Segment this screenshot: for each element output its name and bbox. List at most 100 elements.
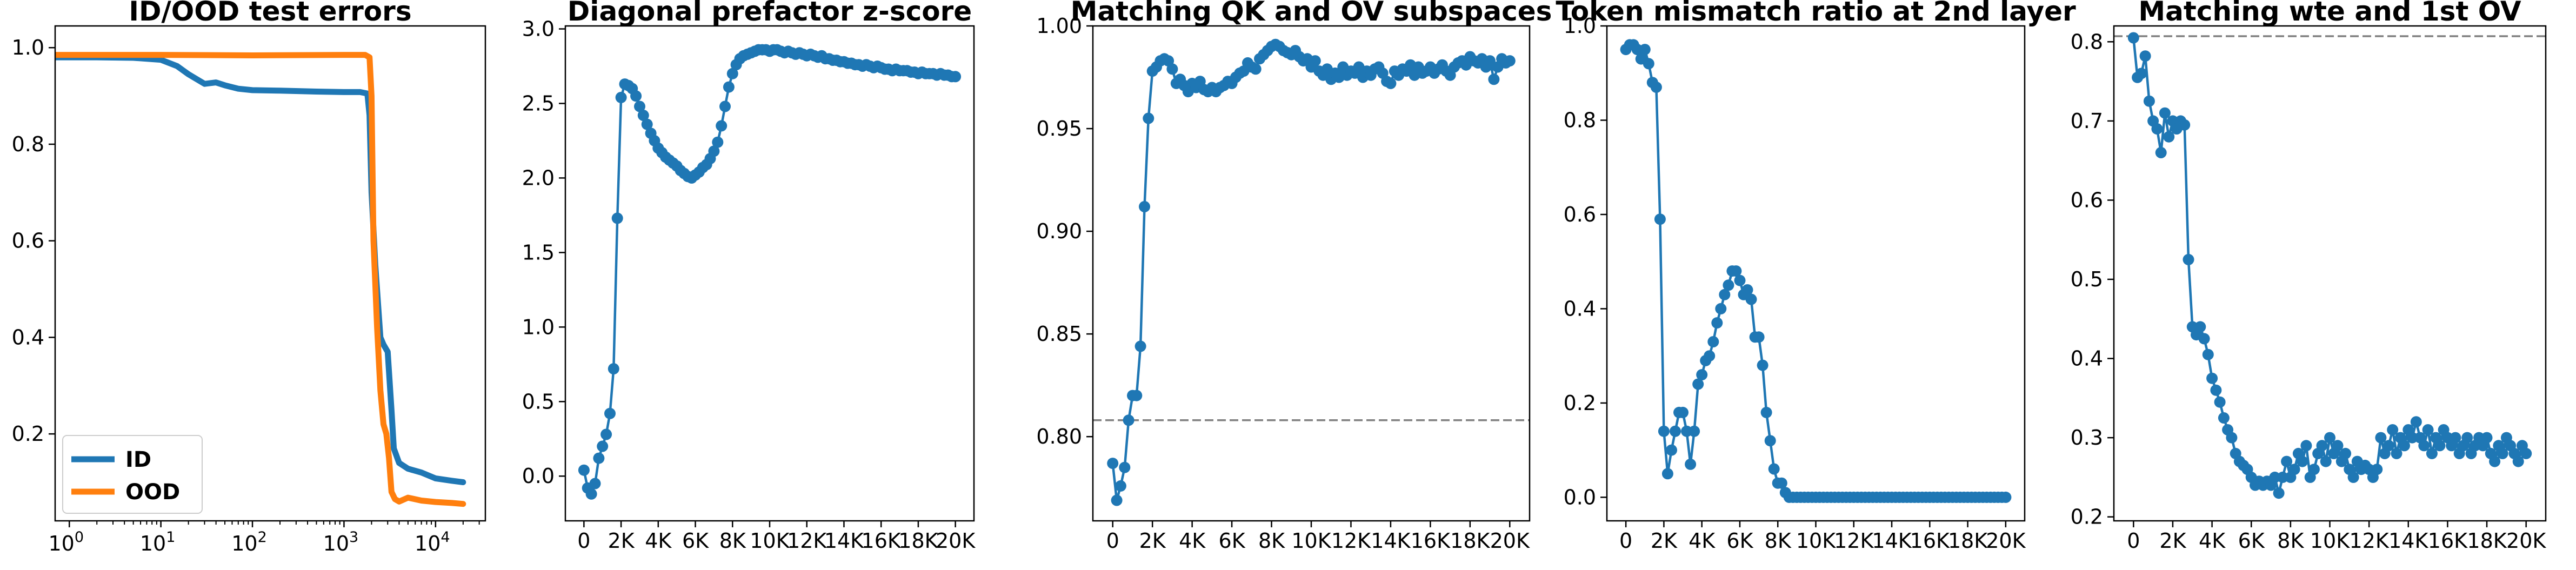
data-point — [1704, 350, 1716, 362]
x-tick-label: 16K — [862, 529, 902, 553]
data-point — [1309, 55, 1321, 67]
data-point — [2450, 432, 2461, 444]
data-area — [2127, 32, 2532, 499]
data-point — [712, 136, 724, 148]
y-tick-label: 1.00 — [1036, 14, 1082, 38]
chart-title: Token mismatch ratio at 2nd layer — [1556, 0, 2076, 27]
x-tick-label: 0 — [1106, 529, 1119, 553]
data-point — [578, 464, 590, 476]
chart-title: Diagonal prefactor z-score — [568, 0, 972, 27]
x-tick-label: 6K — [1726, 529, 1753, 553]
series-ood-line — [55, 52, 466, 507]
y-tick-label: 0.2 — [1564, 391, 1596, 415]
data-point — [2214, 396, 2226, 408]
data-point — [1643, 58, 1654, 70]
x-tick-label: 102 — [231, 529, 267, 555]
data-point — [1639, 44, 1651, 56]
data-point — [2399, 440, 2410, 452]
y-tick-label: 0.5 — [2071, 267, 2103, 291]
data-point — [1250, 63, 1262, 75]
data-point — [2159, 107, 2171, 119]
y-tick-label: 0.3 — [2071, 426, 2103, 450]
data-point — [1134, 340, 1146, 352]
x-tick-label: 2K — [1139, 529, 1166, 553]
x-tick-base: 10 — [323, 532, 349, 555]
data-point — [1745, 293, 1757, 305]
chart-title: Matching wte and 1st OV — [2138, 0, 2521, 27]
y-tick-label: 1.0 — [12, 36, 44, 59]
data-point — [2194, 321, 2206, 333]
x-tick-label: 14K — [824, 529, 864, 553]
x-tick-base: 10 — [415, 532, 441, 555]
y-tick-label: 0.0 — [1564, 485, 1596, 509]
x-tick-label: 4K — [1689, 529, 1716, 553]
data-point — [1730, 265, 1742, 277]
data-area — [55, 52, 466, 507]
data-point — [2297, 455, 2308, 467]
y-tick-label: 1.0 — [1564, 14, 1596, 38]
chart-panel-4: Token mismatch ratio at 2nd layer 0.0 0.2 0… — [1556, 0, 2076, 553]
x-tick-label: 100 — [48, 529, 84, 555]
x-tick-label: 4K — [1179, 529, 1206, 553]
data-point — [2512, 455, 2524, 467]
data-point — [2163, 131, 2175, 143]
x-tick-label: 6K — [682, 529, 709, 553]
data-point — [593, 452, 605, 464]
data-point — [1119, 461, 1131, 473]
x-tick-label: 14K — [2388, 529, 2428, 553]
data-area — [578, 44, 962, 500]
data-point — [1658, 425, 1670, 437]
data-point — [1123, 414, 1134, 426]
y-tick-label: 0.2 — [12, 422, 44, 446]
data-point — [2481, 432, 2493, 444]
chart-panel-3: Matching QK and OV subspaces 0.80 0.85 0.90… — [1036, 0, 1552, 553]
data-point — [2308, 464, 2320, 475]
x-tick-label: 16K — [1910, 529, 1950, 553]
data-point — [1707, 336, 1719, 347]
data-point — [1484, 55, 1496, 67]
data-point — [1677, 406, 1689, 418]
y-tick-label: 0.6 — [1564, 203, 1596, 226]
data-point — [2300, 440, 2312, 452]
data-point — [1115, 480, 1126, 492]
data-point — [1385, 77, 1397, 89]
series-id-line — [55, 54, 466, 485]
y-tick-label: 0.5 — [522, 390, 555, 413]
data-point — [2422, 424, 2434, 435]
x-tick-label: 2K — [2159, 529, 2186, 553]
data-point — [1711, 317, 1723, 329]
data-point — [1666, 444, 1677, 456]
chart-legend: ID OOD — [62, 435, 203, 514]
data-point — [2127, 32, 2139, 44]
data-point — [2281, 455, 2293, 467]
data-point — [1692, 378, 1704, 390]
x-tick-label: 10K — [2310, 529, 2350, 553]
data-point — [2277, 471, 2288, 483]
data-point — [2273, 487, 2285, 499]
x-tick-label: 14K — [1371, 529, 1411, 553]
data-point — [2135, 68, 2147, 79]
y-tick-label: 1.5 — [522, 240, 555, 264]
x-tick-label: 18K — [2467, 529, 2507, 553]
x-tick-exponent: 1 — [166, 529, 175, 546]
x-tick-label: 8K — [2277, 529, 2304, 553]
data-point — [2489, 455, 2501, 467]
x-tick-label: 20K — [1986, 529, 2026, 553]
data-point — [2151, 123, 2163, 135]
data-point — [2210, 384, 2222, 396]
x-tick-label: 6K — [1219, 529, 1246, 553]
data-point — [597, 440, 609, 452]
data-area — [1620, 39, 2012, 503]
data-area — [1107, 38, 1516, 506]
data-point — [2155, 147, 2167, 158]
data-point — [2226, 432, 2238, 444]
x-tick-label: 12K — [1331, 529, 1371, 553]
x-tick-label: 2K — [608, 529, 635, 553]
data-point — [1768, 463, 1780, 475]
data-point — [589, 478, 601, 489]
data-point — [2139, 50, 2151, 62]
y-tick-label: 0.4 — [12, 325, 44, 349]
x-tick-label: 20K — [2506, 529, 2546, 553]
